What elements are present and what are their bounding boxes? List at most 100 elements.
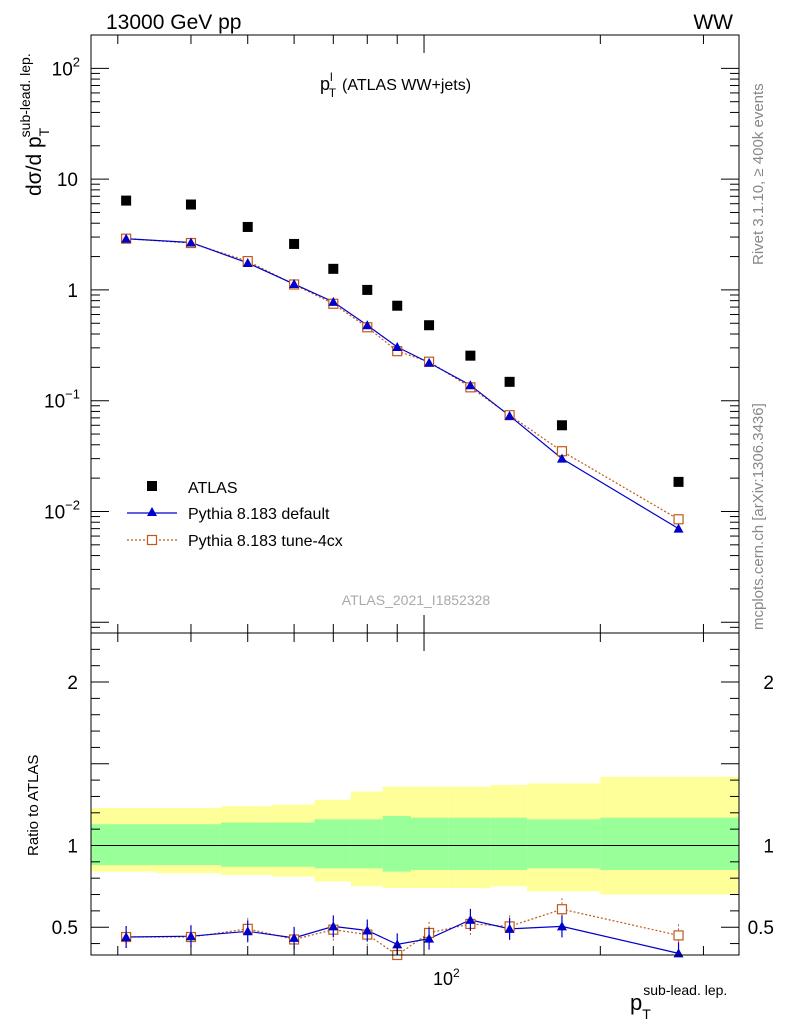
chart-title-sub: T <box>329 86 337 100</box>
default-marker <box>362 320 373 330</box>
ratio-y-axis-label: Ratio to ATLAS <box>25 755 42 856</box>
default-series-line <box>126 238 679 530</box>
legend-default-marker <box>147 507 157 516</box>
ratio-band-inner <box>448 817 491 871</box>
ratio-band-inner <box>600 817 739 871</box>
x-axis-label: pTsub-lead. lep. <box>630 982 727 1022</box>
main-y-tick-base: 10 <box>57 170 78 191</box>
chart-title-main: p <box>320 74 330 94</box>
header-energy-label: 13000 GeV pp <box>106 11 241 34</box>
tune-series-line <box>126 238 679 520</box>
main-y-axis-label: dσ/d pTsub-lead. lep. <box>17 53 52 196</box>
mcplots-label: mcplots.cern.ch [arXiv:1306.3436] <box>750 403 767 630</box>
main-y-tick-label: 10 <box>57 170 78 191</box>
ratio-default-marker <box>328 921 339 931</box>
ratio-tune-line <box>126 908 679 956</box>
ratio-default-line <box>126 919 679 954</box>
legend-tune-label: Pythia 8.183 tune-4cx <box>188 533 343 550</box>
main-y-tick-base: 10 <box>44 502 65 523</box>
main-y-tick-label: 10−2 <box>44 497 80 523</box>
default-marker <box>673 523 684 533</box>
atlas-marker <box>242 221 253 232</box>
legend-atlas-label: ATLAS <box>188 480 238 497</box>
chart-title-sup: l <box>330 70 333 84</box>
ratio-band-inner <box>350 819 383 869</box>
main-y-tick-label: 1 <box>67 281 78 302</box>
legend: ATLAS Pythia 8.183 default Pythia 8.183 … <box>127 480 343 550</box>
x-tick-exp: 2 <box>453 966 460 980</box>
legend-tune-marker <box>146 534 158 546</box>
main-y-tick-exp: −1 <box>65 387 80 402</box>
default-marker <box>392 342 403 352</box>
ratio-y-tick-label-left: 1 <box>67 836 78 857</box>
ratio-band-inner <box>382 816 411 872</box>
ratio-frame <box>90 632 740 956</box>
y-label-sub: T <box>36 127 52 136</box>
ratio-tune-marker <box>556 904 568 915</box>
ratio-band-inner <box>527 819 601 869</box>
main-y-tick-base: 1 <box>67 281 78 302</box>
x-label-sup: sub-lead. lep. <box>643 982 727 998</box>
main-y-tick-label: 102 <box>52 54 80 80</box>
ratio-marks <box>91 776 739 961</box>
ratio-default-marker <box>392 939 403 949</box>
atlas-marker <box>328 263 339 274</box>
default-marker <box>504 410 515 420</box>
ratio-panel: 0.5 0.5 1 1 2 2 Ratio to ATLAS <box>25 632 774 961</box>
default-marker <box>424 357 435 367</box>
atlas-marker <box>185 199 196 210</box>
ratio-default-marker <box>424 933 435 943</box>
tune-marker <box>673 514 684 525</box>
analysis-label: ATLAS_2021_I1852328 <box>342 592 491 608</box>
ratio-y-tick-label-left: 2 <box>67 673 78 694</box>
main-y-tick-label: 10−1 <box>44 387 80 413</box>
ratio-default-marker <box>121 932 132 942</box>
default-marker <box>242 257 253 267</box>
main-y-tick-exp: −2 <box>65 497 80 512</box>
chart-title-rest: (ATLAS WW+jets) <box>342 77 471 94</box>
atlas-marker <box>465 350 476 361</box>
main-y-tick-exp: 2 <box>73 54 80 69</box>
ratio-band-inner <box>314 819 351 869</box>
ratio-default-marker <box>556 921 567 931</box>
chart-title: pl T (ATLAS WW+jets) <box>320 70 471 100</box>
x-label-sub: T <box>642 1006 651 1022</box>
default-marker <box>289 279 300 289</box>
main-y-tick-base: 10 <box>52 59 73 80</box>
ratio-default-marker <box>185 931 196 941</box>
atlas-marker <box>362 284 373 295</box>
ratio-band-inner <box>220 822 272 867</box>
legend-atlas-marker <box>147 481 157 491</box>
atlas-marker <box>673 476 684 487</box>
ratio-default-marker <box>362 925 373 935</box>
ratio-band-inner <box>91 824 158 866</box>
atlas-marker <box>289 238 300 249</box>
ratio-band-inner <box>490 817 528 871</box>
ratio-default-marker <box>465 914 476 924</box>
ratio-y-tick-label-right: 0.5 <box>748 918 774 939</box>
ratio-y-tick-label-left: 0.5 <box>52 918 78 939</box>
ratio-default-marker <box>504 923 515 933</box>
x-tick-label-100: 102 <box>433 966 460 989</box>
y-label-main: dσ/d p <box>23 136 46 196</box>
rivet-version-label: Rivet 3.1.10, ≥ 400k events <box>750 83 767 265</box>
ratio-band-inner <box>271 822 315 867</box>
header-process-label: WW <box>693 11 733 34</box>
default-marker <box>556 453 567 463</box>
ratio-default-marker <box>242 926 253 936</box>
main-x-axis <box>117 35 704 633</box>
x-label-main: p <box>630 990 642 1015</box>
x-tick-base: 10 <box>433 969 453 989</box>
atlas-marker <box>504 376 515 387</box>
ratio-y-axis: 0.5 0.5 1 1 2 2 <box>52 648 774 945</box>
ratio-tune-marker <box>673 930 684 941</box>
ratio-y-tick-label-right: 1 <box>763 836 774 857</box>
legend-default-label: Pythia 8.183 default <box>188 506 330 523</box>
main-marks <box>121 195 684 533</box>
atlas-marker <box>392 300 403 311</box>
ratio-band-inner <box>157 824 221 866</box>
ratio-band-inner <box>410 817 449 871</box>
